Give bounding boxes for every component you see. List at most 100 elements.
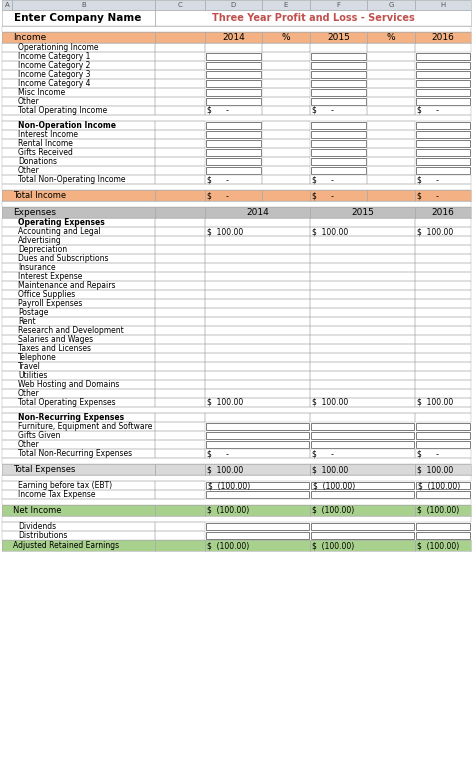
Bar <box>155 148 205 157</box>
Bar <box>205 398 310 407</box>
Bar <box>2 26 471 32</box>
Text: Utilities: Utilities <box>18 371 47 380</box>
Bar <box>155 88 205 97</box>
Text: $  (100.00): $ (100.00) <box>207 506 249 515</box>
Bar <box>155 290 205 299</box>
Bar <box>205 344 310 353</box>
Bar <box>206 140 261 147</box>
Bar <box>2 121 155 130</box>
Bar <box>367 88 415 97</box>
Text: $      -: $ - <box>417 191 439 200</box>
Bar <box>367 61 415 70</box>
Bar <box>310 175 367 184</box>
Bar <box>311 423 414 430</box>
Bar <box>310 32 367 43</box>
Text: Web Hosting and Domains: Web Hosting and Domains <box>18 380 119 389</box>
Text: $  100.00: $ 100.00 <box>312 398 348 407</box>
Bar <box>415 398 471 407</box>
Bar <box>311 122 366 129</box>
Bar <box>2 422 155 431</box>
Bar <box>310 236 415 245</box>
Bar <box>416 167 470 174</box>
Text: Donations: Donations <box>18 157 57 166</box>
Bar <box>205 236 310 245</box>
Bar <box>205 505 310 516</box>
Bar <box>262 0 310 10</box>
Bar <box>155 236 205 245</box>
Bar <box>262 32 310 43</box>
Text: $      -: $ - <box>207 106 229 115</box>
Bar <box>155 130 205 139</box>
Bar <box>415 362 471 371</box>
Bar <box>155 263 205 272</box>
Bar <box>205 272 310 281</box>
Bar <box>155 79 205 88</box>
Bar <box>155 97 205 106</box>
Bar <box>310 449 415 458</box>
Text: $      -: $ - <box>207 191 229 200</box>
Bar <box>155 398 205 407</box>
Bar <box>206 523 309 530</box>
Bar <box>2 505 155 516</box>
Text: $  (100.00): $ (100.00) <box>418 481 460 490</box>
Bar <box>310 236 415 245</box>
Bar <box>155 10 471 26</box>
Bar <box>155 422 205 431</box>
Bar <box>416 532 470 539</box>
Bar <box>311 122 366 129</box>
Bar <box>155 190 205 201</box>
Bar <box>155 88 205 97</box>
Bar <box>262 130 310 139</box>
Bar <box>311 432 414 439</box>
Bar <box>2 272 155 281</box>
Bar <box>415 227 471 236</box>
Bar <box>2 516 471 522</box>
Bar <box>415 371 471 380</box>
Bar <box>155 440 205 449</box>
Bar <box>2 139 155 148</box>
Bar <box>367 52 415 61</box>
Bar <box>155 79 205 88</box>
Bar <box>262 70 310 79</box>
Text: $      -: $ - <box>417 449 439 458</box>
Bar <box>155 353 205 362</box>
Bar <box>415 218 471 227</box>
Text: Advertising: Advertising <box>18 236 62 245</box>
Bar <box>205 389 310 398</box>
Bar <box>310 317 415 326</box>
Bar <box>310 344 415 353</box>
Text: $      -: $ - <box>207 449 229 458</box>
Bar <box>310 380 415 389</box>
Bar <box>205 218 310 227</box>
Bar <box>311 71 366 78</box>
Bar <box>367 130 415 139</box>
Bar <box>416 441 470 448</box>
Bar <box>155 413 205 422</box>
Bar <box>206 158 261 165</box>
Bar <box>262 148 310 157</box>
Bar <box>310 505 415 516</box>
Bar <box>155 380 205 389</box>
Bar <box>415 190 471 201</box>
Bar <box>206 167 261 174</box>
Bar <box>205 245 310 254</box>
Text: Total Operating Income: Total Operating Income <box>18 106 107 115</box>
Bar <box>206 62 261 69</box>
Text: $      -: $ - <box>207 175 229 184</box>
Bar <box>205 398 310 407</box>
Bar <box>205 335 310 344</box>
Text: F: F <box>337 2 340 8</box>
Bar <box>205 540 310 551</box>
Bar <box>155 481 205 490</box>
Bar <box>2 522 155 531</box>
Bar <box>310 227 415 236</box>
Text: $      -: $ - <box>312 191 334 200</box>
Text: A: A <box>5 2 9 8</box>
Text: Income Category 3: Income Category 3 <box>18 70 91 79</box>
Bar <box>155 32 205 43</box>
Bar <box>416 140 470 147</box>
Bar <box>416 98 470 105</box>
Bar <box>2 490 155 499</box>
Bar <box>262 148 310 157</box>
Bar <box>2 263 155 272</box>
